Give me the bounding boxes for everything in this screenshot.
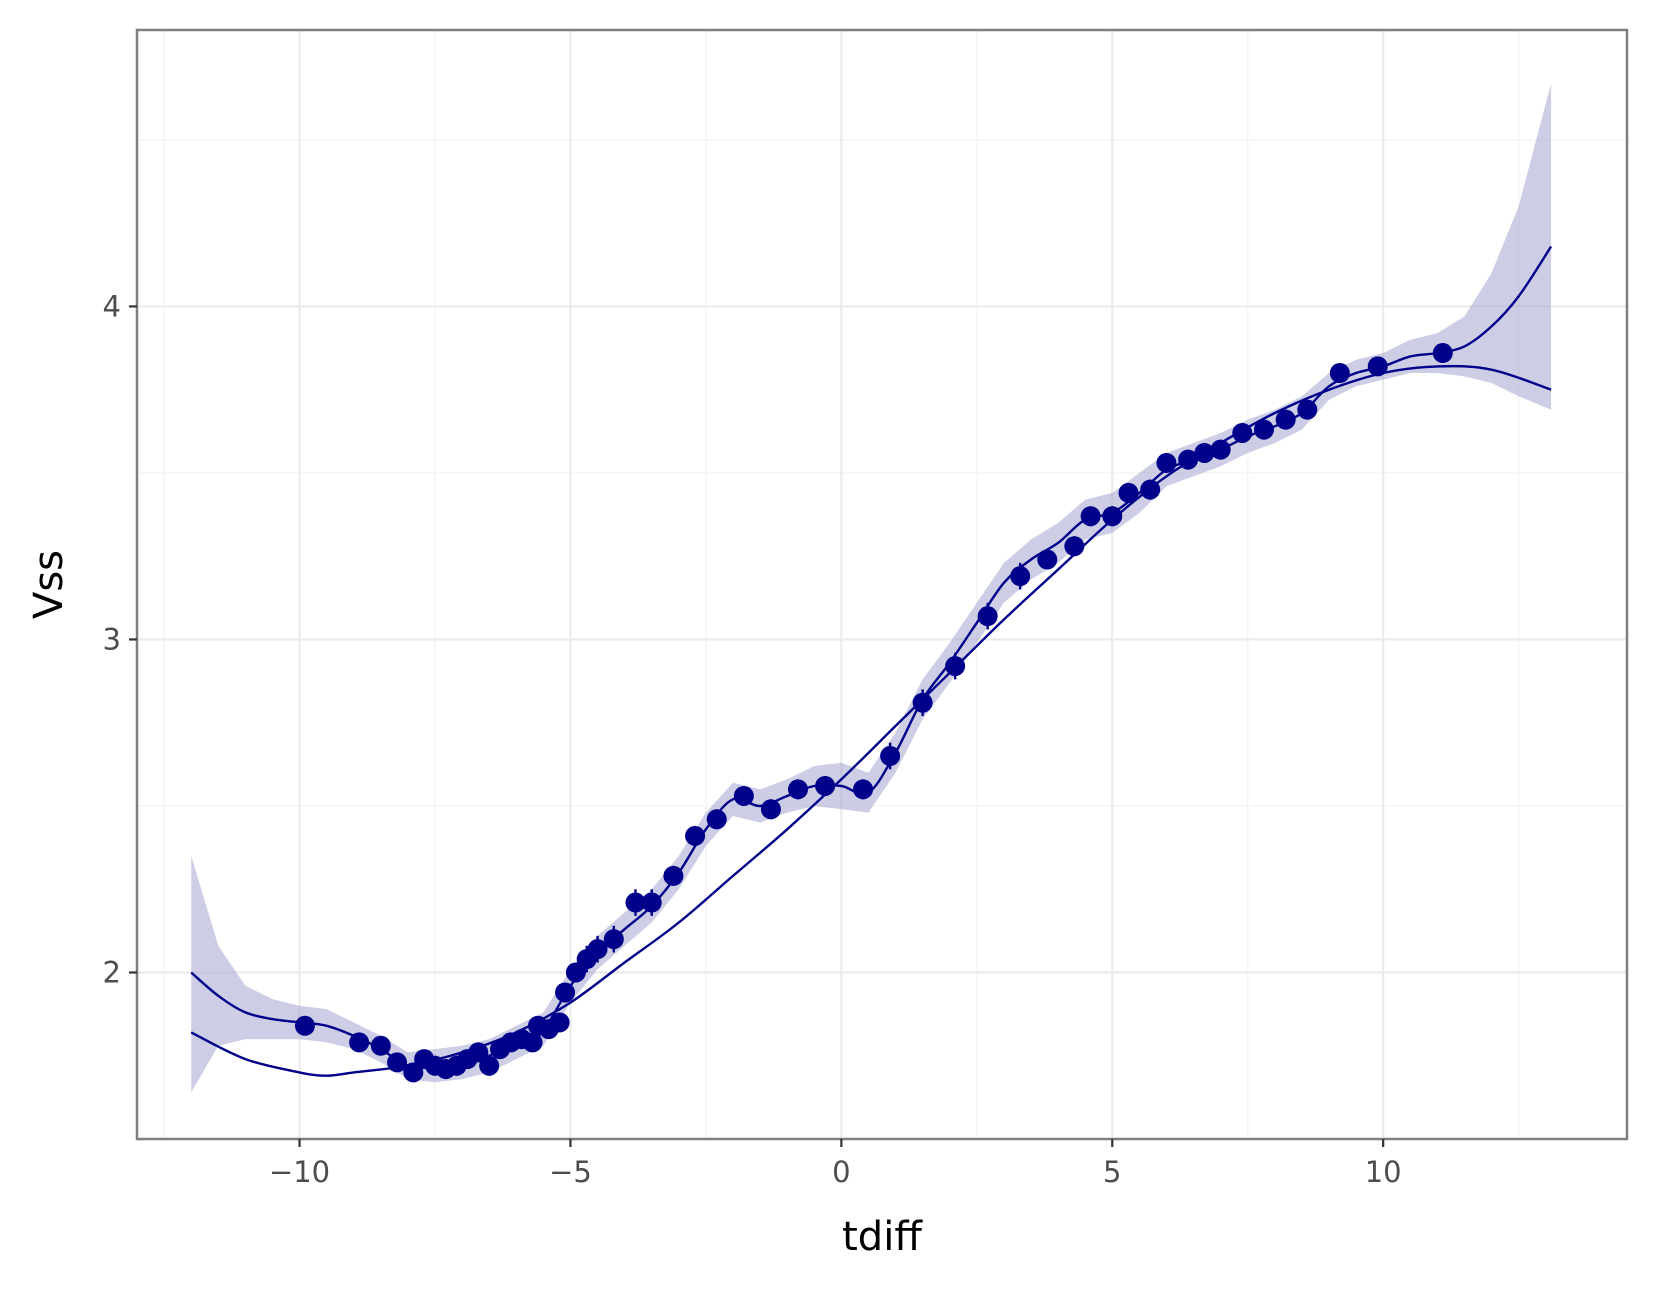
- x-tick-label: 0: [832, 1155, 850, 1189]
- data-point: [603, 929, 624, 950]
- data-point: [370, 1035, 391, 1056]
- data-point: [977, 606, 998, 627]
- data-point: [945, 656, 966, 677]
- x-tick-label: −5: [549, 1155, 592, 1189]
- data-point: [555, 982, 576, 1003]
- data-point: [549, 1012, 570, 1033]
- y-tick-label: 3: [103, 622, 121, 656]
- data-point: [294, 1015, 315, 1036]
- data-points-layer: [294, 343, 1453, 1083]
- y-tick-label: 4: [103, 289, 121, 323]
- data-point: [1064, 536, 1085, 557]
- data-point: [403, 1062, 424, 1083]
- data-point: [625, 892, 646, 913]
- data-point: [1118, 482, 1139, 503]
- y-axis-title: Vss: [26, 550, 72, 619]
- major-gridlines: [137, 30, 1627, 1139]
- data-point: [1194, 442, 1215, 463]
- data-point: [1329, 363, 1350, 384]
- data-point: [468, 1042, 489, 1063]
- data-point: [1297, 399, 1318, 420]
- data-point: [912, 692, 933, 713]
- data-point: [788, 779, 809, 800]
- data-point: [1102, 506, 1123, 527]
- x-tick-label: 10: [1365, 1155, 1402, 1189]
- data-point: [1156, 452, 1177, 473]
- data-point: [685, 825, 706, 846]
- y-tick-labels: 2 3 4: [103, 289, 121, 989]
- data-point: [706, 809, 727, 830]
- data-point: [387, 1052, 408, 1073]
- data-point: [1432, 343, 1453, 364]
- data-point: [1367, 356, 1388, 377]
- x-tick-label: 5: [1103, 1155, 1121, 1189]
- data-point: [1275, 409, 1296, 430]
- data-point: [1140, 479, 1161, 500]
- x-tick-label: −10: [269, 1155, 330, 1189]
- data-point: [880, 746, 901, 767]
- data-point: [641, 892, 662, 913]
- data-point: [1253, 419, 1274, 440]
- data-point: [663, 865, 684, 886]
- data-point: [853, 779, 874, 800]
- data-point: [1037, 549, 1058, 570]
- axis-ticks: [129, 305, 1385, 1147]
- data-point: [1232, 422, 1253, 443]
- data-point: [479, 1055, 500, 1076]
- panel-border: [135, 28, 1629, 1141]
- polynomial-fit-line: [190, 364, 1552, 1077]
- data-point: [1178, 449, 1199, 470]
- data-point: [1210, 439, 1231, 460]
- data-point: [522, 1032, 543, 1053]
- data-point: [733, 785, 754, 806]
- data-point: [1080, 506, 1101, 527]
- x-tick-labels: −10 −5 0 5 10: [269, 1155, 1402, 1189]
- data-point: [760, 799, 781, 820]
- data-point: [565, 962, 586, 983]
- data-point: [1010, 566, 1031, 587]
- data-point: [349, 1032, 370, 1053]
- data-point: [815, 775, 836, 796]
- x-axis-title: tdiff: [842, 1214, 923, 1260]
- y-tick-label: 2: [103, 955, 121, 989]
- data-point: [587, 939, 608, 960]
